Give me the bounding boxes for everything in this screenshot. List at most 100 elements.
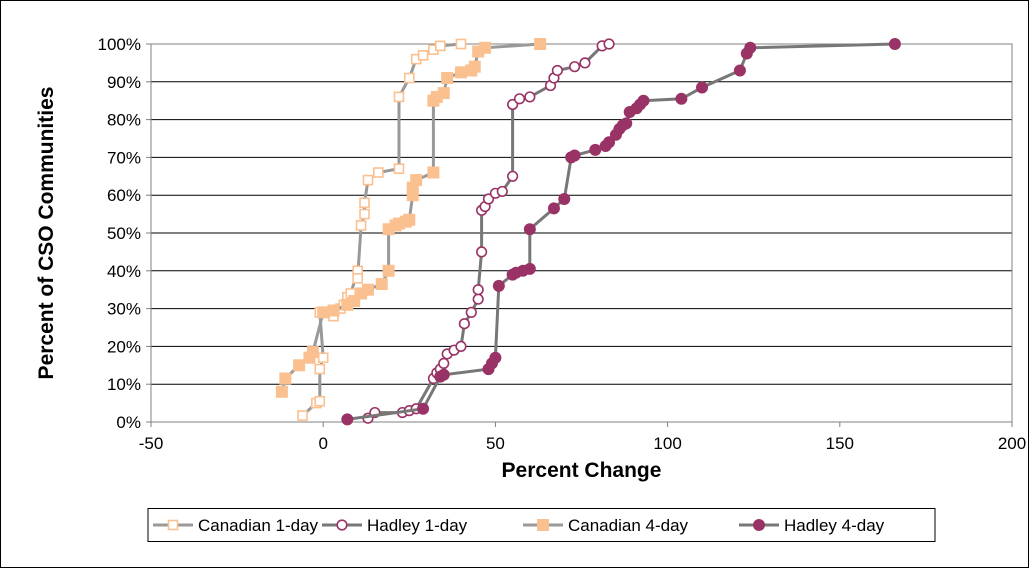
series-canadian-4-day bbox=[275, 38, 547, 398]
data-point bbox=[579, 57, 591, 69]
data-point bbox=[359, 208, 370, 220]
data-point bbox=[434, 40, 446, 52]
y-tick-label: 70% bbox=[107, 148, 141, 167]
data-point bbox=[523, 223, 536, 236]
data-point bbox=[314, 363, 326, 375]
x-tick-label: 100 bbox=[653, 434, 681, 453]
data-point bbox=[492, 279, 505, 292]
legend-marker bbox=[336, 519, 348, 531]
data-point bbox=[472, 284, 484, 296]
data-point bbox=[603, 38, 615, 50]
legend-label: Canadian 4-day bbox=[568, 516, 689, 535]
y-tick-label: 80% bbox=[107, 111, 141, 130]
data-point bbox=[569, 61, 581, 73]
y-tick-label: 60% bbox=[107, 186, 141, 205]
y-tick-labels: 0% 10% 20% 30% 40% 50% 60% 70% 80% 90% 100% bbox=[98, 35, 151, 432]
data-point bbox=[455, 38, 467, 50]
x-axis-title: Percent Change bbox=[502, 459, 662, 482]
legend-entry: Hadley 1-day bbox=[322, 516, 468, 535]
data-point bbox=[275, 385, 288, 398]
data-point bbox=[279, 372, 292, 385]
data-point bbox=[454, 66, 467, 79]
data-point bbox=[438, 357, 450, 370]
x-tick-label: 50 bbox=[486, 434, 505, 453]
data-point bbox=[317, 352, 329, 364]
y-axis-title: Percent of CSO Communities bbox=[35, 87, 58, 380]
legend-label: Hadley 4-day bbox=[784, 516, 885, 535]
data-point bbox=[675, 92, 688, 105]
data-point bbox=[393, 163, 405, 175]
data-point bbox=[589, 143, 602, 156]
series-hadley-4-day bbox=[341, 38, 901, 426]
data-point bbox=[437, 87, 450, 100]
data-point bbox=[558, 192, 571, 205]
legend-entry: Canadian 4-day bbox=[523, 516, 689, 535]
y-tick-label: 50% bbox=[107, 224, 141, 243]
data-point bbox=[620, 117, 633, 130]
data-point bbox=[455, 340, 467, 353]
data-point bbox=[293, 359, 306, 372]
data-point bbox=[441, 72, 454, 85]
legend: Canadian 1-day Hadley 1-day Canadian 4-day… bbox=[147, 508, 936, 542]
data-point bbox=[348, 295, 361, 308]
y-tick-label: 20% bbox=[107, 337, 141, 356]
data-point bbox=[359, 197, 370, 209]
data-point bbox=[468, 60, 481, 73]
data-point bbox=[524, 91, 536, 103]
y-tick-label: 10% bbox=[107, 375, 141, 394]
gridlines bbox=[151, 43, 1012, 385]
data-point bbox=[403, 72, 415, 84]
data-point bbox=[603, 136, 616, 149]
data-point bbox=[297, 410, 308, 421]
data-point bbox=[393, 91, 405, 103]
x-tick-label: 0 bbox=[318, 434, 327, 453]
data-point bbox=[382, 264, 395, 277]
data-point bbox=[888, 38, 901, 50]
data-point bbox=[352, 273, 363, 284]
data-point bbox=[696, 81, 709, 94]
data-point bbox=[744, 41, 757, 54]
y-tick-label: 40% bbox=[107, 262, 141, 281]
data-point bbox=[476, 246, 488, 258]
legend-entry: Hadley 4-day bbox=[739, 516, 885, 535]
data-point bbox=[403, 213, 416, 226]
data-point bbox=[410, 174, 423, 187]
data-point bbox=[523, 262, 536, 275]
data-point bbox=[341, 413, 354, 426]
y-tick-label: 0% bbox=[116, 413, 141, 432]
legend-marker bbox=[537, 519, 549, 531]
data-point bbox=[551, 64, 563, 77]
legend-label: Hadley 1-day bbox=[367, 516, 468, 535]
y-tick-label: 90% bbox=[107, 73, 141, 92]
data-point bbox=[465, 306, 477, 318]
data-point bbox=[496, 185, 508, 198]
legend-marker bbox=[167, 519, 179, 531]
data-point bbox=[373, 167, 384, 178]
data-point bbox=[513, 93, 526, 105]
y-tick-label: 100% bbox=[98, 35, 141, 54]
data-point bbox=[437, 368, 450, 381]
data-point bbox=[355, 220, 367, 231]
data-point bbox=[479, 41, 492, 54]
x-tick-label: -50 bbox=[139, 434, 164, 453]
data-point bbox=[547, 202, 560, 215]
data-point bbox=[306, 346, 319, 359]
data-point bbox=[317, 306, 330, 319]
x-tick-labels: -50 0 50 100 150 200 bbox=[139, 422, 1026, 453]
legend-marker bbox=[753, 519, 765, 531]
data-point bbox=[472, 293, 484, 305]
data-point bbox=[361, 283, 374, 296]
data-point bbox=[314, 395, 326, 407]
data-point bbox=[427, 166, 440, 179]
data-point bbox=[327, 304, 340, 317]
data-point bbox=[534, 38, 547, 50]
data-point bbox=[417, 50, 429, 61]
data-point bbox=[568, 149, 581, 162]
x-tick-label: 200 bbox=[998, 434, 1026, 453]
y-tick-label: 30% bbox=[107, 300, 141, 319]
legend-entry: Canadian 1-day bbox=[153, 516, 319, 535]
legend-label: Canadian 1-day bbox=[198, 516, 319, 535]
data-point bbox=[417, 402, 430, 415]
